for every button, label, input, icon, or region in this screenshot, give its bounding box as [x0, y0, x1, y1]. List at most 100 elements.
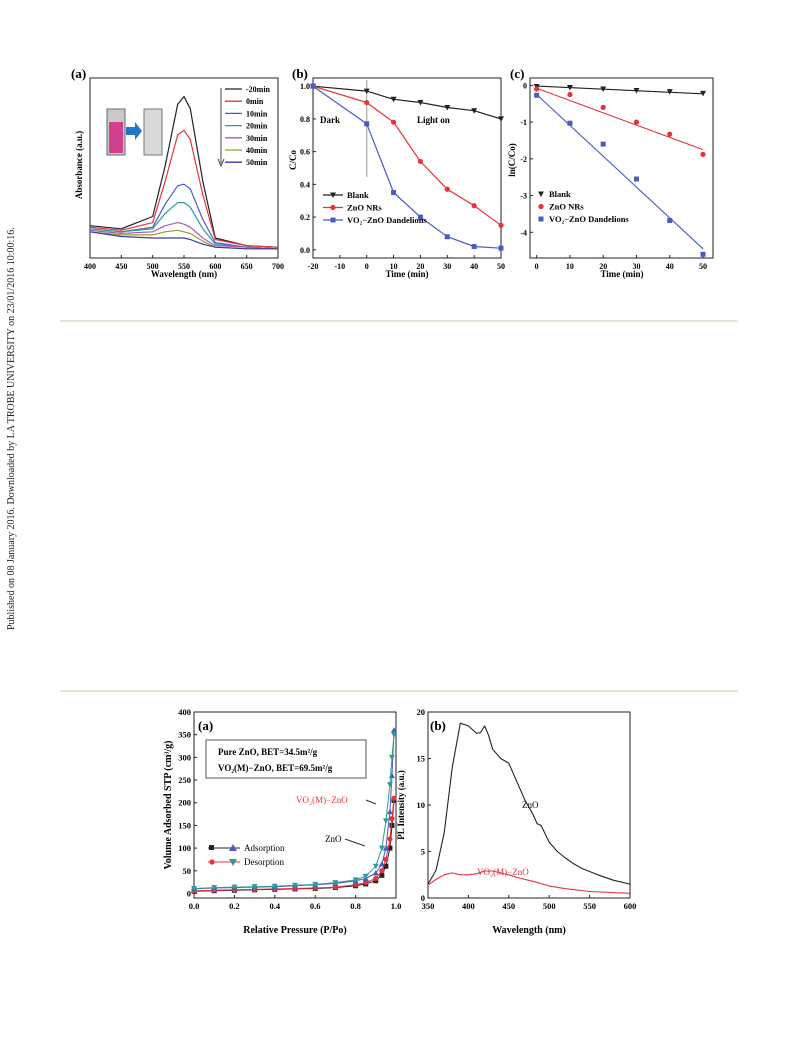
- bet-line-vo2: VO₂(M)−ZnO, BET=69.5m²/g: [218, 763, 333, 773]
- data-point: [387, 836, 393, 842]
- x-tick-label: 700: [272, 262, 284, 271]
- data-point: [600, 104, 606, 110]
- data-point: [372, 870, 379, 876]
- legend-desorption-marker-vo2: [229, 859, 237, 866]
- data-point: [379, 868, 385, 874]
- y-tick-label: 0.2: [300, 213, 310, 222]
- x-tick-label: 0.6: [310, 901, 321, 911]
- data-point: [388, 754, 395, 761]
- vial-before-liquid: [109, 122, 123, 153]
- annotation-vo2-zno-2b: VO₂(M)−ZnO: [477, 867, 529, 877]
- data-point: [364, 121, 370, 127]
- legend-label: 40min: [246, 146, 268, 155]
- y-tick-label: -3: [520, 192, 527, 201]
- panel-1c: (c) ln(C/Co) Time (min) 0 10 20 30 40 50 0 -1 -2…: [507, 66, 714, 279]
- ylabel-1b: C/Co: [288, 150, 298, 170]
- ylabel-1c: ln(C/Co): [507, 143, 517, 177]
- frame-1b: [312, 77, 502, 259]
- x-tick-label: 10: [566, 262, 574, 271]
- data-point: [312, 881, 319, 888]
- data-point: [363, 88, 370, 95]
- xlabel-2b: Wavelength (nm): [492, 925, 566, 936]
- legend-label: VO₂−ZnO Dandelions: [347, 215, 427, 225]
- fit-line-VO₂−ZnO Dandelions: [536, 94, 704, 250]
- legend-label: 0min: [246, 97, 264, 106]
- y-tick-label: 350: [178, 730, 191, 740]
- series-line-Blank: [312, 85, 502, 120]
- y-tick-label: 200: [178, 798, 191, 808]
- ylabel-2b: PL Intensity (a.u.): [396, 770, 406, 840]
- data-point: [534, 92, 540, 98]
- y-tick-label: -4: [520, 228, 527, 237]
- fit-line-ZnO NRs: [536, 87, 704, 151]
- data-point: [352, 877, 359, 883]
- panel-label-1b: (b): [292, 66, 308, 81]
- x-tick-label: 500: [147, 262, 159, 271]
- x-tick-label: 550: [178, 262, 190, 271]
- trend-arrow-head: [217, 158, 225, 168]
- x-tick-label: 10: [390, 262, 398, 271]
- y-tick-label: 150: [178, 820, 191, 830]
- annotation-zno-arrow: [344, 838, 366, 847]
- data-point: [700, 90, 707, 97]
- xlabel-2a: Relative Pressure (P/Po): [243, 925, 347, 936]
- fit-line-Blank: [536, 85, 704, 95]
- x-tick-label: 20: [599, 262, 607, 271]
- bet-info-box: [205, 739, 367, 779]
- arrow-icon: [126, 122, 142, 140]
- data-point: [667, 218, 673, 224]
- y-tick-label: 0: [421, 893, 425, 903]
- legend-label: VO₂−ZnO Dandelions: [549, 214, 629, 224]
- data-point: [700, 151, 706, 158]
- y-tick-label: 1.0: [300, 82, 310, 91]
- data-point: [417, 214, 423, 220]
- data-point: [378, 845, 385, 852]
- y-tick-label: 0.4: [300, 180, 310, 189]
- data-point: [390, 727, 397, 733]
- legend-marker: [538, 203, 544, 210]
- data-point: [389, 822, 395, 828]
- legend-2a: Adsorption Desorption: [208, 843, 285, 867]
- data-point: [471, 244, 477, 250]
- data-point: [386, 808, 393, 815]
- series-line-VO₂(M)−ZnO: [427, 870, 631, 894]
- panel-2b: (b) PL Intensity (a.u.) Wavelength (nm) …: [396, 707, 636, 936]
- data-point: [379, 872, 385, 878]
- panel-2a: (a) Volume Adsorbed STP (cm³/g) Relative…: [163, 707, 401, 936]
- y-tick-label: 0: [523, 81, 527, 90]
- figure-2: (a) Volume Adsorbed STP (cm³/g) Relative…: [163, 707, 636, 936]
- series-line--20min: [89, 95, 279, 248]
- panel-label-1c: (c): [510, 66, 524, 81]
- x-tick-label: 350: [422, 901, 435, 911]
- legend-label: 10min: [246, 109, 268, 118]
- divider-bottom: [60, 690, 738, 692]
- data-point: [567, 120, 573, 126]
- data-point: [251, 884, 258, 890]
- x-tick-label: 550: [583, 901, 596, 911]
- series-line-30min: [89, 222, 279, 250]
- xlabel-1b: Time (min): [385, 269, 428, 279]
- x-tick-label: 400: [84, 262, 96, 271]
- legend-adsorption-label: Adsorption: [244, 843, 285, 853]
- frame-2a: [193, 711, 397, 899]
- x-tick-label: 0.8: [350, 901, 361, 911]
- data-point: [498, 245, 504, 251]
- data-point: [498, 116, 504, 122]
- x-tick-label: -10: [335, 262, 346, 271]
- data-point: [498, 222, 504, 228]
- data-point: [378, 860, 385, 867]
- legend-marker: [330, 217, 336, 223]
- data-point: [292, 882, 298, 889]
- data-point: [633, 176, 639, 182]
- data-point: [231, 884, 238, 891]
- legend-label: ZnO NRs: [549, 202, 584, 212]
- panel-label-2a: (a): [198, 718, 213, 733]
- legend-label: 20min: [246, 122, 268, 131]
- data-point: [391, 190, 397, 196]
- series-line-10min: [89, 183, 279, 250]
- data-point: [364, 99, 370, 106]
- legend-adsorption-marker-zno: [209, 845, 214, 850]
- data-point: [471, 203, 477, 209]
- x-tick-label: -20: [308, 262, 319, 271]
- x-tick-label: 0.2: [229, 901, 240, 911]
